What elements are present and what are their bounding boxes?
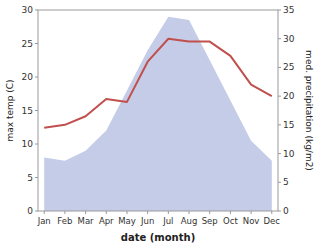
tick: [147, 211, 148, 214]
tick-label: 35: [283, 5, 294, 15]
tick-label: 20: [22, 72, 34, 82]
tick: [278, 124, 281, 125]
tick-label: Jan: [37, 216, 51, 226]
tick-label: 10: [283, 149, 295, 159]
tick: [35, 43, 38, 44]
tick-label: 5: [283, 177, 289, 187]
tick: [35, 10, 38, 11]
tick-label: 15: [283, 120, 294, 130]
tick-label: 5: [27, 173, 33, 183]
tick: [35, 211, 38, 212]
tick-label: 20: [283, 91, 295, 101]
line: [44, 39, 272, 128]
tick-label: 25: [22, 39, 33, 49]
tick: [44, 211, 45, 214]
area: [44, 17, 272, 211]
tick-label: Dec: [264, 216, 281, 226]
tick-label: Oct: [223, 216, 238, 226]
tick: [126, 211, 127, 214]
tick-label: Jul: [162, 216, 173, 226]
tick: [35, 110, 38, 111]
tick: [278, 67, 281, 68]
tick: [278, 182, 281, 183]
tick-label: 0: [283, 206, 289, 216]
plot-data: [44, 17, 272, 211]
tick-label: Apr: [99, 216, 114, 226]
tick-label: Feb: [57, 216, 72, 226]
tick-label: Nov: [243, 216, 260, 226]
tick-label: Sep: [202, 216, 218, 226]
tick: [85, 211, 86, 214]
tick-label: 0: [27, 206, 33, 216]
tick: [271, 211, 272, 214]
tick: [168, 211, 169, 214]
tick-label: 30: [283, 34, 295, 44]
x-axis-label: date (month): [121, 232, 195, 243]
chart: 0 5 10 15 20 25 30 0 5 10 15 20 25 30 35 Jan Feb Mar Apr Ma…: [0, 0, 318, 247]
tick: [209, 211, 210, 214]
tick-label: 15: [22, 106, 33, 116]
tick-label: Mar: [78, 216, 95, 226]
tick: [35, 177, 38, 178]
tick: [35, 144, 38, 145]
tick-label: Jun: [140, 216, 154, 226]
tick-label: Aug: [181, 216, 198, 226]
tick: [278, 96, 281, 97]
tick: [106, 211, 107, 214]
tick: [251, 211, 252, 214]
tick: [278, 38, 281, 39]
tick: [278, 153, 281, 154]
tick-label: 10: [22, 139, 34, 149]
tick: [189, 211, 190, 214]
tick: [230, 211, 231, 214]
tick: [35, 77, 38, 78]
tick: [278, 211, 281, 212]
tick-label: May: [118, 216, 136, 226]
tick-label: 30: [22, 5, 34, 15]
tick-label: 25: [283, 62, 294, 72]
plot-frame: [38, 10, 278, 211]
y-axis-label: max temp (C): [5, 79, 15, 141]
tick: [278, 10, 281, 11]
y2-axis-label: med. precipitation (kg/m2): [304, 50, 314, 171]
tick: [64, 211, 65, 214]
